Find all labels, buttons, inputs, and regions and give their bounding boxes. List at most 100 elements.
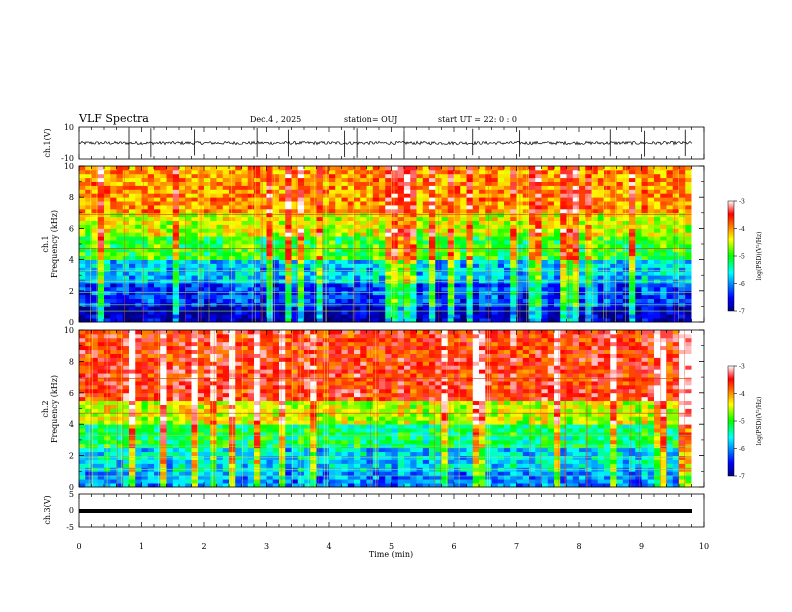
- spectrogram-cell: [191, 283, 199, 288]
- spectrogram-cell: [660, 244, 667, 249]
- spectrogram-cell: [91, 447, 99, 453]
- spectrogram-cell: [535, 459, 542, 464]
- spectrogram-cell: [616, 259, 624, 264]
- spectrogram-cell: [422, 290, 430, 296]
- spectrogram-cell: [685, 197, 692, 202]
- spectrogram-cell: [447, 224, 455, 229]
- spectrogram-cell: [135, 205, 142, 210]
- spectrogram-cell: [579, 275, 586, 280]
- spectrogram-cell: [110, 189, 117, 194]
- spectrogram-cell: [235, 197, 242, 202]
- spectrogram-cell: [291, 298, 299, 303]
- spectrogram-cell: [360, 263, 367, 268]
- spectrogram-cell: [610, 169, 617, 175]
- spectrogram-cell: [166, 169, 174, 175]
- spectrogram-cell: [85, 306, 92, 311]
- spectrogram-cell: [529, 479, 536, 484]
- spectrogram-cell: [429, 447, 436, 453]
- spectrogram-cell: [247, 275, 255, 280]
- spectrogram-cell: [454, 459, 461, 464]
- spectrogram-cell: [222, 181, 230, 186]
- spectrogram-cell: [360, 310, 367, 315]
- spectrogram-cell: [529, 275, 536, 280]
- spectrogram-cell: [504, 290, 511, 296]
- spectrogram-cell: [416, 173, 424, 179]
- spectrogram-cell: [579, 294, 586, 299]
- spectrogram-cell: [466, 169, 474, 175]
- spectrogram-cell: [254, 259, 261, 264]
- spectrogram-cell: [629, 232, 636, 237]
- spectrogram-cell: [222, 475, 230, 480]
- spectrogram-cell: [591, 259, 599, 264]
- spectrogram-cell: [147, 306, 155, 311]
- spectrogram-cell: [610, 306, 617, 311]
- spectrogram-cell: [685, 267, 692, 272]
- spectrogram-cell: [341, 255, 349, 260]
- spectrogram-cell: [79, 247, 86, 253]
- spectrogram-cell: [216, 479, 224, 484]
- spectrogram-cell: [216, 290, 224, 296]
- spectrogram-cell: [510, 232, 517, 237]
- spectrogram-cell: [91, 177, 99, 182]
- spectrogram-cell: [679, 290, 686, 296]
- spectrogram-cell: [660, 166, 667, 171]
- spectrogram-cell: [372, 208, 380, 214]
- spectrogram-cell: [497, 451, 505, 457]
- spectrogram-cell: [310, 232, 317, 237]
- spectrogram-cell: [279, 267, 286, 272]
- spectrogram-cell: [510, 177, 517, 182]
- spectrogram-cell: [585, 294, 592, 299]
- spectrogram-cell: [310, 479, 317, 484]
- spectrogram-cell: [466, 189, 474, 194]
- spectrogram-cell: [479, 275, 486, 280]
- spectrogram-cell: [135, 197, 142, 202]
- spectrogram-cell: [329, 263, 336, 268]
- spectrogram-cell: [635, 189, 642, 194]
- spectrogram-cell: [85, 240, 92, 245]
- spectrogram-cell: [247, 208, 255, 214]
- spectrogram-cell: [504, 275, 511, 280]
- spectrogram-cell: [529, 232, 536, 237]
- spectrogram-cell: [291, 185, 299, 190]
- spectrogram-cell: [604, 267, 611, 272]
- spectrogram-cell: [422, 255, 430, 260]
- spectrogram-cell: [272, 228, 280, 233]
- spectrogram-cell: [229, 310, 236, 315]
- spectrogram-cell: [122, 201, 130, 206]
- spectrogram-cell: [491, 166, 499, 171]
- spectrogram-cell: [372, 310, 380, 315]
- spectrogram-cell: [316, 286, 324, 292]
- spectrogram-cell: [416, 220, 424, 225]
- spectrogram-cell: [379, 240, 386, 245]
- spectrogram-cell: [379, 220, 386, 225]
- spectrogram-cell: [172, 463, 180, 468]
- spectrogram-cell: [172, 451, 180, 457]
- spectrogram-cell: [660, 298, 667, 303]
- spectrogram-cell: [154, 189, 161, 194]
- spectrogram-cell: [372, 247, 380, 253]
- spectrogram-cell: [616, 228, 624, 233]
- spectrogram-cell: [497, 263, 505, 268]
- spectrogram-cell: [147, 216, 155, 221]
- spectrogram-cell: [666, 244, 674, 249]
- spectrogram-cell: [410, 169, 417, 175]
- spectrogram-cell: [454, 181, 461, 186]
- spectrogram-cell: [147, 294, 155, 299]
- spectrogram-cell: [229, 251, 236, 257]
- spectrogram-cell: [641, 475, 649, 480]
- spectrogram-cell: [610, 275, 617, 280]
- spectrogram-cell: [379, 189, 386, 194]
- spectrogram-cell: [460, 216, 467, 221]
- spectrogram-cell: [316, 244, 324, 249]
- spectrogram-cell: [554, 306, 561, 311]
- spectrogram-cell: [122, 228, 130, 233]
- spectrogram-cell: [91, 471, 99, 476]
- spectrogram-cell: [297, 294, 305, 299]
- spectrogram-cell: [541, 479, 549, 484]
- spectrogram-cell: [285, 240, 292, 245]
- spectrogram-cell: [410, 212, 417, 218]
- spectrogram-cell: [504, 306, 511, 311]
- spectrogram-cell: [285, 212, 292, 218]
- spectrogram-cell: [685, 483, 692, 488]
- spectrogram-cell: [554, 314, 561, 319]
